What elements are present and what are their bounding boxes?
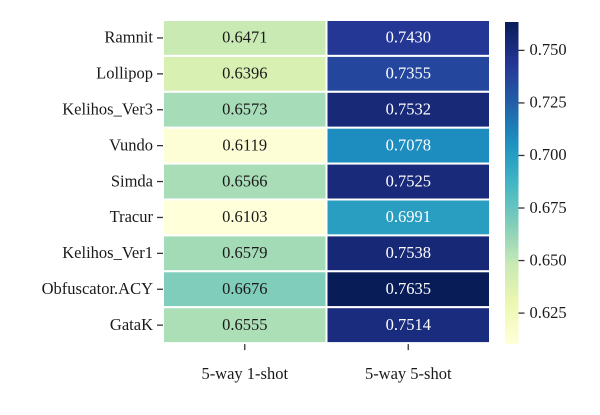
row-label: Ramnit <box>104 28 153 47</box>
heatmap-cell <box>325 54 491 93</box>
heatmap-cell <box>325 270 491 309</box>
cell-value-label: 0.7532 <box>386 100 431 119</box>
colorbar-tick-label: 0.625 <box>530 303 567 322</box>
row-labels: Ramnit Lollipop Kelihos_Ver3 Vundo Simda Trac… <box>42 28 163 334</box>
colorbar-tick-label: 0.725 <box>530 93 567 112</box>
cell-value-label: 0.6676 <box>222 279 267 298</box>
colorbar-tick-label: 0.675 <box>530 198 567 217</box>
heatmap-cells: 0.6471 0.7430 0.6396 0.7355 0.6573 0.7532 0.61… <box>162 19 491 345</box>
row-label: Vundo <box>109 135 153 154</box>
row-label: Tracur <box>110 207 154 226</box>
colorbar: 0.625 0.650 0.675 0.700 0.725 0.750 <box>505 22 567 344</box>
row-label: GataK <box>110 315 153 334</box>
cell-value-label: 0.6579 <box>222 243 267 262</box>
cell-value-label: 0.6103 <box>222 207 267 226</box>
column-labels: 5-way 1-shot 5-way 5-shot <box>201 344 452 383</box>
colorbar-tick-label: 0.700 <box>530 145 567 164</box>
cell-value-label: 0.6555 <box>222 315 267 334</box>
colorbar-gradient <box>505 22 519 344</box>
cell-value-label: 0.6471 <box>222 28 267 47</box>
row-label: Kelihos_Ver1 <box>62 243 153 262</box>
cell-value-label: 0.7635 <box>386 279 431 298</box>
cell-value-label: 0.6573 <box>222 100 267 119</box>
cell-value-label: 0.7355 <box>386 64 431 83</box>
cell-value-label: 0.6396 <box>222 64 267 83</box>
cell-value-label: 0.6119 <box>222 135 267 154</box>
heatmap-cell <box>325 234 491 273</box>
column-label: 5-way 5-shot <box>365 364 452 383</box>
row-label: Lollipop <box>96 64 153 83</box>
heatmap-cell <box>325 90 491 129</box>
colorbar-tick-label: 0.650 <box>530 250 567 269</box>
cell-value-label: 0.7078 <box>386 135 431 154</box>
column-label: 5-way 1-shot <box>201 364 288 383</box>
cell-value-label: 0.6566 <box>222 171 267 190</box>
row-label: Kelihos_Ver3 <box>62 100 153 119</box>
heatmap-cell <box>325 198 491 237</box>
cell-value-label: 0.7538 <box>386 243 431 262</box>
cell-value-label: 0.7514 <box>386 315 431 334</box>
row-label: Simda <box>111 171 154 190</box>
cell-value-label: 0.7525 <box>386 171 431 190</box>
heatmap-cell <box>325 162 491 201</box>
cell-value-label: 0.6991 <box>386 207 431 226</box>
heatmap-cell <box>325 126 491 165</box>
row-label: Obfuscator.ACY <box>42 279 153 298</box>
colorbar-tick-label: 0.750 <box>530 40 567 59</box>
cell-value-label: 0.7430 <box>386 28 431 47</box>
heatmap-cell <box>325 306 491 345</box>
